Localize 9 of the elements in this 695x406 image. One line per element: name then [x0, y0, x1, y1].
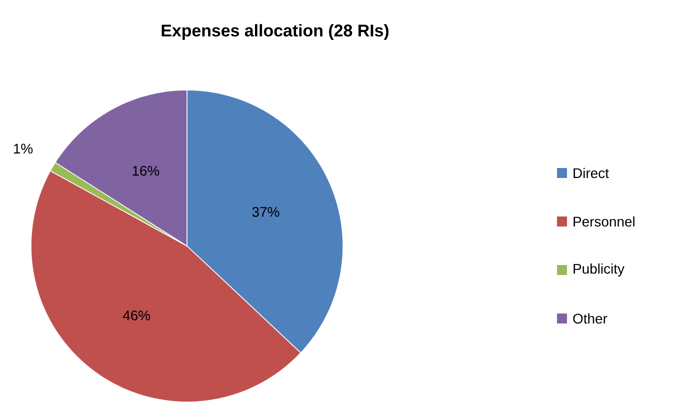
legend-label: Direct [574, 168, 609, 178]
data-label: 37% [252, 206, 280, 217]
data-label: 46% [122, 310, 150, 320]
legend-label: Other [573, 313, 608, 324]
legend-label: Publicity [574, 263, 624, 276]
data-label: 16% [132, 166, 160, 176]
legend-label: Personnel [574, 216, 634, 227]
chart-title: Expenses allocation (28 RIs) [162, 24, 389, 40]
data-label: 1% [14, 144, 33, 154]
